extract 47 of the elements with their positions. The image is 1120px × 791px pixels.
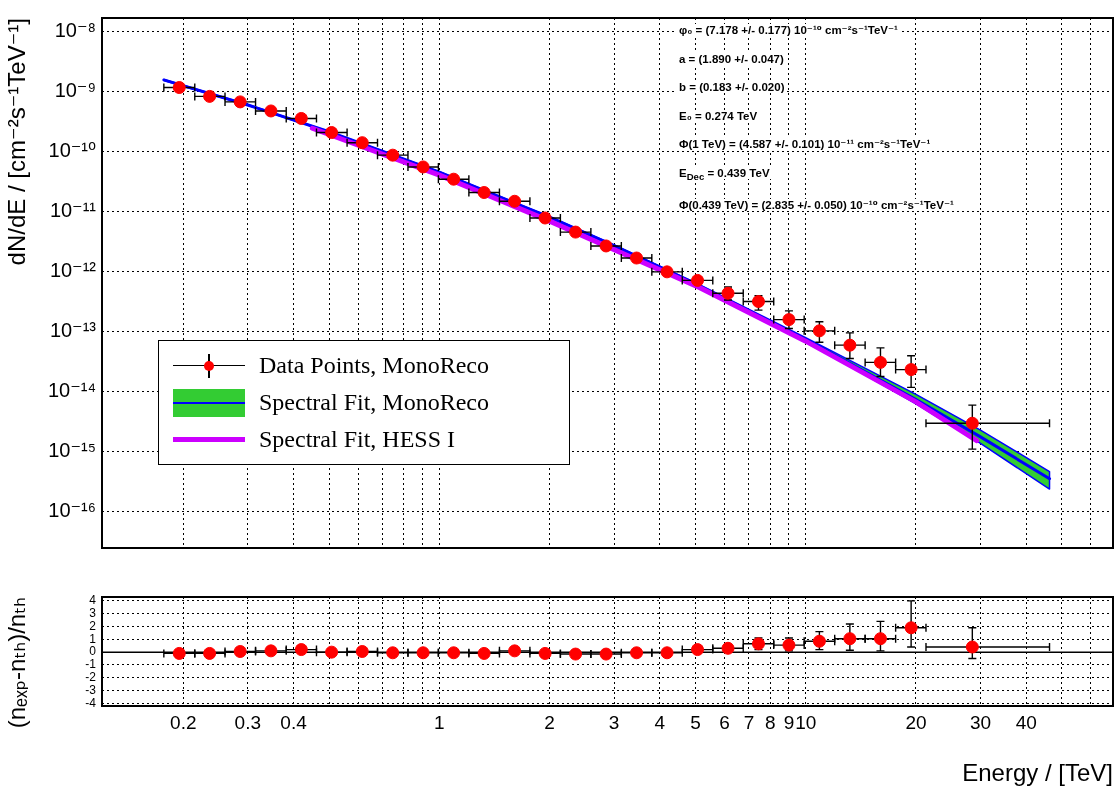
y-axis-title: dN/dE / [cm⁻²s⁻¹TeV⁻¹] (3, 18, 31, 266)
x-tick-label: 40 (1015, 711, 1037, 733)
y-tick-label: 10⁻¹³ (49, 319, 97, 342)
annotation: Φ(1 TeV) = (4.587 +/- 0.101) 10⁻¹¹ cm⁻²s⁻¹TeV⁻¹ (677, 138, 933, 150)
x-tick-label: 5 (690, 711, 701, 733)
y-tick-label: 3 (89, 605, 97, 620)
y-axis-title: (nₑₓₚ-nₜₕ)/nₜₕ (3, 597, 31, 729)
x-tick-label: 0.2 (170, 711, 197, 733)
x-tick-label: 1 (434, 711, 445, 733)
x-tick-label: 10 (795, 711, 817, 733)
x-tick-label: 2 (544, 711, 555, 733)
x-tick-label: 4 (654, 711, 666, 733)
x-tick-label: 3 (608, 711, 620, 733)
x-tick-label: 0.3 (234, 711, 261, 733)
y-tick-label: 10⁻¹¹ (49, 199, 97, 222)
annotation: φ₀ = (7.178 +/- 0.177) 10⁻¹⁰ cm⁻²s⁻¹TeV⁻¹ (677, 24, 900, 36)
y-tick-label: 2 (89, 618, 97, 633)
y-tick-label: 10⁻¹⁶ (48, 499, 96, 522)
x-tick-label: 6 (719, 711, 730, 733)
annotation: E$_{Dec}$ = 0.439 TeV (677, 166, 772, 182)
x-tick-label: 20 (905, 711, 927, 733)
x-tick-label: 9 (783, 711, 795, 733)
legend-label: Spectral Fit, MonoReco (259, 389, 489, 416)
y-tick-label: 10⁻⁸ (54, 19, 96, 42)
annotation: Φ(0.439 TeV) = (2.835 +/- 0.050) 10⁻¹⁰ cm⁻²s⁻¹TeV⁻¹ (677, 199, 956, 212)
annotation: b = (0.183 +/- 0.020) (677, 81, 787, 93)
x-tick-label: 7 (743, 711, 755, 733)
y-tick-label: 10⁻¹² (49, 259, 97, 282)
annotation: a = (1.890 +/- 0.047) (677, 52, 786, 65)
x-tick-label: 30 (969, 711, 992, 733)
y-tick-label: -2 (85, 670, 97, 685)
y-tick-label: 4 (89, 593, 97, 608)
y-tick-label: 10⁻⁹ (54, 79, 96, 102)
legend-label: Spectral Fit, HESS I (259, 426, 455, 453)
annotation: E₀ = 0.274 TeV (677, 109, 760, 122)
y-tick-label: 10⁻¹⁴ (47, 379, 96, 402)
legend-label: Data Points, MonoReco (259, 352, 489, 379)
y-tick-label: 10⁻¹⁵ (48, 439, 96, 462)
x-tick-label: 0.4 (280, 711, 308, 733)
y-tick-label: 10⁻¹⁰ (48, 139, 96, 162)
y-tick-label: -1 (85, 657, 97, 672)
y-tick-label: -4 (85, 695, 97, 710)
x-tick-label: 8 (764, 711, 776, 733)
y-tick-label: 0 (89, 644, 97, 659)
x-axis-title: Energy / [TeV] (962, 759, 1113, 787)
y-tick-label: 1 (89, 631, 97, 646)
y-tick-label: -3 (85, 682, 97, 697)
